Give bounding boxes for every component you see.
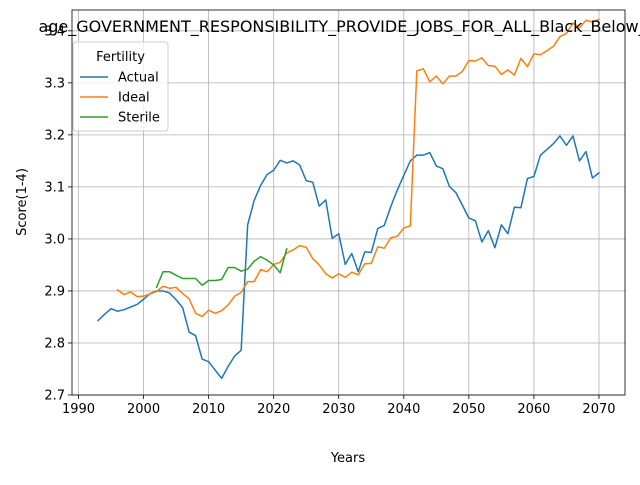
grid: [72, 10, 625, 396]
plot-frame: [71, 9, 626, 396]
legend-label-actual: Actual: [118, 71, 159, 86]
series-line-ideal: [116, 18, 600, 318]
y-tick-label: 3.2: [44, 128, 65, 143]
x-tick-label: 2050: [452, 402, 485, 417]
x-tick-label: 1990: [62, 402, 95, 417]
legend-label-ideal: Ideal: [118, 91, 150, 106]
y-tick-label: 3.4: [44, 24, 65, 39]
chart-title: age_GOVERNMENT_RESPONSIBILITY_PROVIDE_JO…: [38, 17, 640, 37]
x-tick-label: 2030: [322, 402, 355, 417]
y-tick-label: 3.1: [44, 180, 65, 195]
y-tick-label: 2.8: [44, 336, 65, 351]
y-tick-label: 2.9: [44, 284, 65, 299]
y-axis-ticks: 2.7 2.8 2.9 3.0 3.1 3.2 3.3 3.4: [44, 24, 72, 404]
x-tick-label: 2010: [192, 402, 225, 417]
series-line-actual: [96, 135, 601, 380]
x-tick-label: 2020: [257, 402, 290, 417]
series-line-sterile: [155, 247, 288, 289]
legend-label-sterile: Sterile: [118, 111, 160, 126]
x-tick-label: 2000: [127, 402, 160, 417]
y-tick-label: 3.3: [44, 76, 65, 91]
legend-entries: Actual Ideal Sterile: [80, 71, 160, 126]
legend-box: [72, 41, 169, 132]
series-lines: [96, 18, 601, 380]
x-axis-ticks: 1990 2000 2010 2020 2030 2040 2050 2060 2070: [62, 395, 616, 417]
y-axis-label: Score(1-4): [15, 168, 30, 236]
x-tick-label: 2060: [517, 402, 550, 417]
y-tick-label: 3.0: [44, 232, 65, 247]
legend: Fertility Actual Ideal Sterile: [72, 41, 169, 132]
legend-title: Fertility: [96, 50, 145, 65]
x-tick-label: 2040: [387, 402, 420, 417]
y-tick-label: 2.7: [44, 389, 65, 404]
x-axis-label: Years: [330, 451, 366, 466]
x-tick-label: 2070: [582, 402, 615, 417]
